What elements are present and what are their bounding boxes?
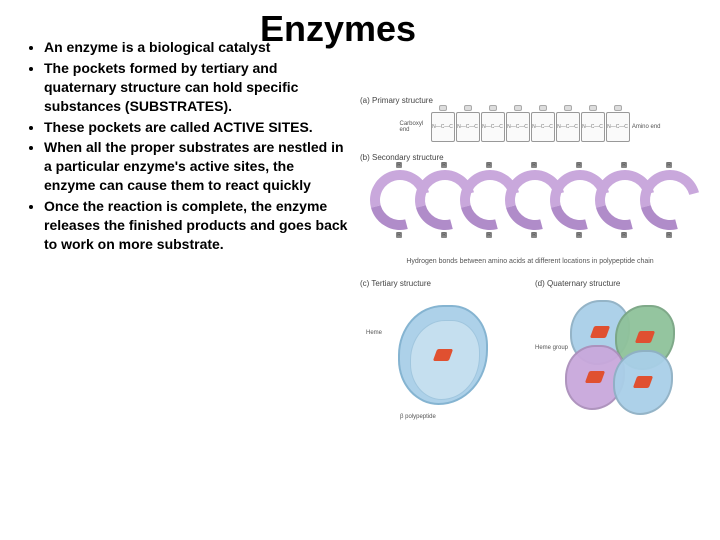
tertiary-structure-diagram: Heme β polypeptide: [360, 290, 525, 420]
r-group: R: [666, 232, 672, 238]
residue: N—C—C: [456, 112, 480, 142]
residue: N—C—C: [556, 112, 580, 142]
secondary-caption: Hydrogen bonds between amino acids at di…: [360, 258, 700, 265]
r-group: R: [441, 232, 447, 238]
carboxyl-end-label: Carboxyl end: [400, 121, 430, 133]
primary-structure-diagram: Carboxyl end N—C—CN—C—CN—C—CN—C—CN—C—CN—…: [360, 107, 700, 147]
quaternary-structure-diagram: Heme group: [535, 290, 700, 420]
amino-end-label: Amino end: [631, 124, 661, 130]
r-group: R: [531, 232, 537, 238]
r-group: R: [396, 162, 402, 168]
residue: N—C—C: [506, 112, 530, 142]
residue: N—C—C: [481, 112, 505, 142]
polypeptide-label: β polypeptide: [400, 414, 436, 420]
r-group: R: [621, 232, 627, 238]
residue: N—C—C: [531, 112, 555, 142]
heme-label: Heme: [366, 330, 382, 336]
residue: N—C—C: [431, 112, 455, 142]
r-group: R: [576, 162, 582, 168]
r-group: R: [486, 162, 492, 168]
residue: N—C—C: [606, 112, 630, 142]
quaternary-label: (d) Quaternary structure: [535, 279, 700, 288]
r-group: R: [621, 162, 627, 168]
bullet-item: The pockets formed by tertiary and quate…: [44, 59, 348, 116]
bullet-item: Once the reaction is complete, the enzym…: [44, 197, 348, 254]
r-group: R: [666, 162, 672, 168]
r-group: R: [486, 232, 492, 238]
bullet-item: These pockets are called ACTIVE SITES.: [44, 118, 348, 137]
tertiary-label: (c) Tertiary structure: [360, 279, 525, 288]
secondary-label: (b) Secondary structure: [360, 153, 700, 162]
protein-structure-figure: (a) Primary structure Carboxyl end N—C—C…: [360, 90, 700, 510]
bullet-list: An enzyme is a biological catalyst The p…: [28, 38, 348, 256]
r-group: R: [396, 232, 402, 238]
bullet-item: An enzyme is a biological catalyst: [44, 38, 348, 57]
r-group: R: [576, 232, 582, 238]
bullet-item: When all the proper substrates are nestl…: [44, 138, 348, 195]
primary-label: (a) Primary structure: [360, 96, 700, 105]
heme-group-label: Heme group: [535, 345, 568, 351]
r-group: R: [441, 162, 447, 168]
r-group: R: [531, 162, 537, 168]
secondary-structure-diagram: RRRRRRRRRRRRRR: [360, 166, 700, 256]
helix-loop: [629, 159, 711, 241]
residue: N—C—C: [581, 112, 605, 142]
